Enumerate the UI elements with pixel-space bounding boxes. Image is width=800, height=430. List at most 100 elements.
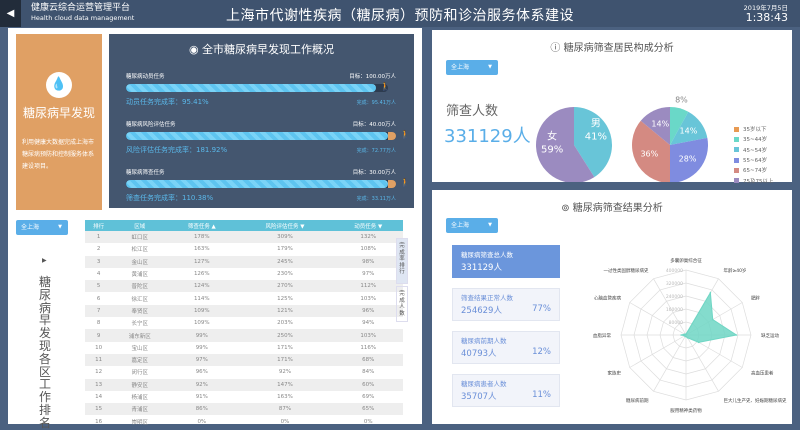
composition-title-text: 糖尿病筛查居民构成分析 <box>563 43 674 54</box>
table-cell: 16 <box>95 418 103 425</box>
age-legend: 35岁以下 35~44岁 45~54岁 55~64岁 65~74岁 75及75以上 <box>734 124 774 186</box>
task-progress-bar <box>126 132 396 140</box>
table-cell: 8 <box>96 320 101 327</box>
legend-swatch <box>734 157 739 163</box>
radar-axis-label: 血脂异常 <box>593 332 611 339</box>
select-value: 全上海 <box>451 222 470 229</box>
stat-card[interactable]: 糖尿病前期人数 40793人 12% <box>452 331 560 364</box>
chevron-down-icon: ▼ <box>488 222 492 228</box>
table-row: 10 宝山区 99% 171% 116% <box>85 342 403 354</box>
table-cell: 91% <box>195 394 208 400</box>
task-name: 糖尿病动员任务 <box>126 74 165 80</box>
table-cell: 124% <box>167 280 237 293</box>
table-cell: 96% <box>333 304 403 318</box>
stat-label: 筛查结果正常人数 <box>461 294 513 302</box>
radar-axis-label: 高血压患者 <box>751 370 774 377</box>
table-cell: 4 <box>96 271 101 278</box>
legend-swatch <box>734 178 739 184</box>
task-done: 完成：72.77万人 <box>356 148 396 154</box>
pie-slice <box>640 107 670 145</box>
table-cell: 98% <box>333 255 403 268</box>
table-cell: 69% <box>362 394 375 400</box>
table-cell: 1 <box>85 231 113 244</box>
table-cell: 99% <box>195 344 208 351</box>
stat-card[interactable]: 筛查结果正常人数 254629人 77% <box>452 288 560 321</box>
legend-swatch <box>734 167 739 173</box>
stat-card[interactable]: 糖尿病筛查总人数 331129人 <box>452 245 560 278</box>
legend-item[interactable]: 35岁以下 <box>734 124 774 134</box>
task-done: 完成：95.41万人 <box>356 100 396 106</box>
stat-percent: 11% <box>532 390 551 400</box>
table-cell: 9 <box>85 329 113 342</box>
table-row: 3 金山区 127% 245% 98% <box>85 255 403 268</box>
radar-axis-label: 年龄≥40岁 <box>724 267 747 274</box>
radar-point <box>709 291 712 294</box>
results-region-select[interactable]: 全上海 ▼ <box>446 218 498 233</box>
radar-tick-label: 400000 <box>666 268 683 274</box>
table-row: 16 崇明区 0% 0% 0% <box>85 415 403 427</box>
table-cell: 114% <box>193 295 210 302</box>
radar-point <box>686 337 689 339</box>
table-cell: 青浦区 <box>112 403 168 416</box>
task-rate: 动员任务完成率：95.41% <box>126 98 209 106</box>
stat-value: 331129人 <box>461 263 502 273</box>
column-header[interactable]: 动员任务 ▼ <box>333 220 403 231</box>
table-cell: 68% <box>333 353 403 367</box>
table-cell: 徐汇区 <box>131 296 148 303</box>
legend-swatch <box>734 126 739 132</box>
composition-panel: ⓘ 糖尿病筛查居民构成分析 全上海 ▼ 筛查人数 331129人 41% 男 59% 女… <box>432 30 792 185</box>
slice-label: 14% <box>680 127 698 136</box>
radar-point <box>684 333 687 336</box>
stat-label: 糖尿病前期人数 <box>461 337 507 345</box>
radar-axis-label: 肥胖 <box>751 295 760 302</box>
results-title-text: 糖尿病筛查结果分析 <box>572 203 663 214</box>
tab-completion-count[interactable]: 完成人数 <box>396 286 408 322</box>
composition-region-select[interactable]: 全上海 ▼ <box>446 60 498 75</box>
table-cell: 121% <box>236 304 334 318</box>
ranking-region-select[interactable]: 全上海 ▼ <box>16 220 68 235</box>
radar-axis-label: 缺乏运动 <box>761 332 779 339</box>
legend-label: 55~64岁 <box>743 158 768 165</box>
table-cell: 宝山区 <box>131 345 148 352</box>
stat-card[interactable]: 糖尿病患者人数 35707人 11% <box>452 374 560 407</box>
legend-item[interactable]: 45~54岁 <box>734 145 774 155</box>
stat-percent: 12% <box>532 347 551 357</box>
table-cell: 116% <box>360 344 377 351</box>
table-cell: 65% <box>333 403 403 416</box>
slice-name: 女 <box>547 129 557 142</box>
tab-completion-rate[interactable]: 完成率排行 <box>396 238 408 284</box>
table-cell: 奉贤区 <box>112 304 168 318</box>
table-row: 15 青浦区 86% 87% 65% <box>85 403 403 416</box>
brand-name: 健康云综合运营管理平台 <box>31 3 131 13</box>
back-button[interactable]: ◀ <box>0 0 21 27</box>
table-cell: 6 <box>96 295 101 302</box>
table-cell: 12 <box>95 369 103 376</box>
legend-item[interactable]: 75及75以上 <box>734 175 774 185</box>
table-cell: 92% <box>167 378 237 391</box>
legend-item[interactable]: 35~44岁 <box>734 134 774 144</box>
legend-item[interactable]: 65~74岁 <box>734 165 774 175</box>
radar-axis-label: 服用精神类药物 <box>670 407 702 414</box>
column-header[interactable]: 风险评估任务 ▼ <box>236 220 334 231</box>
clock: 1:38:43 <box>745 11 788 24</box>
table-cell: 松江区 <box>131 247 148 254</box>
legend-item[interactable]: 55~64岁 <box>734 155 774 165</box>
legend-label: 35岁以下 <box>743 127 767 134</box>
table-cell: 126% <box>193 271 210 278</box>
caret-right-icon[interactable]: ▶ <box>42 257 47 264</box>
radar-spoke <box>629 334 687 368</box>
overview-title-text: 全市糖尿病早发现工作概况 <box>202 43 335 56</box>
count-value: 331129人 <box>444 126 531 147</box>
table-row: 11 嘉定区 97% 171% 68% <box>85 353 403 367</box>
select-value: 全上海 <box>21 224 40 231</box>
table-cell: 125% <box>277 295 293 302</box>
intro-desc: 利用健康大数据完成上海市糖尿病预防和控制服务体系建设项目。 <box>22 139 95 170</box>
table-cell: 0% <box>197 418 207 425</box>
column-header[interactable]: 筛查任务 ▲ <box>167 220 237 231</box>
slice-label: 59% <box>541 144 563 155</box>
table-row: 5 普陀区 124% 270% 112% <box>85 280 403 293</box>
results-panel: ⊚ 糖尿病筛查结果分析 全上海 ▼ 糖尿病筛查总人数 331129人 筛查结果正常人数… <box>432 190 792 424</box>
table-cell: 杨浦区 <box>131 395 148 401</box>
table-cell: 132% <box>333 231 403 244</box>
table-cell: 230% <box>277 271 293 278</box>
